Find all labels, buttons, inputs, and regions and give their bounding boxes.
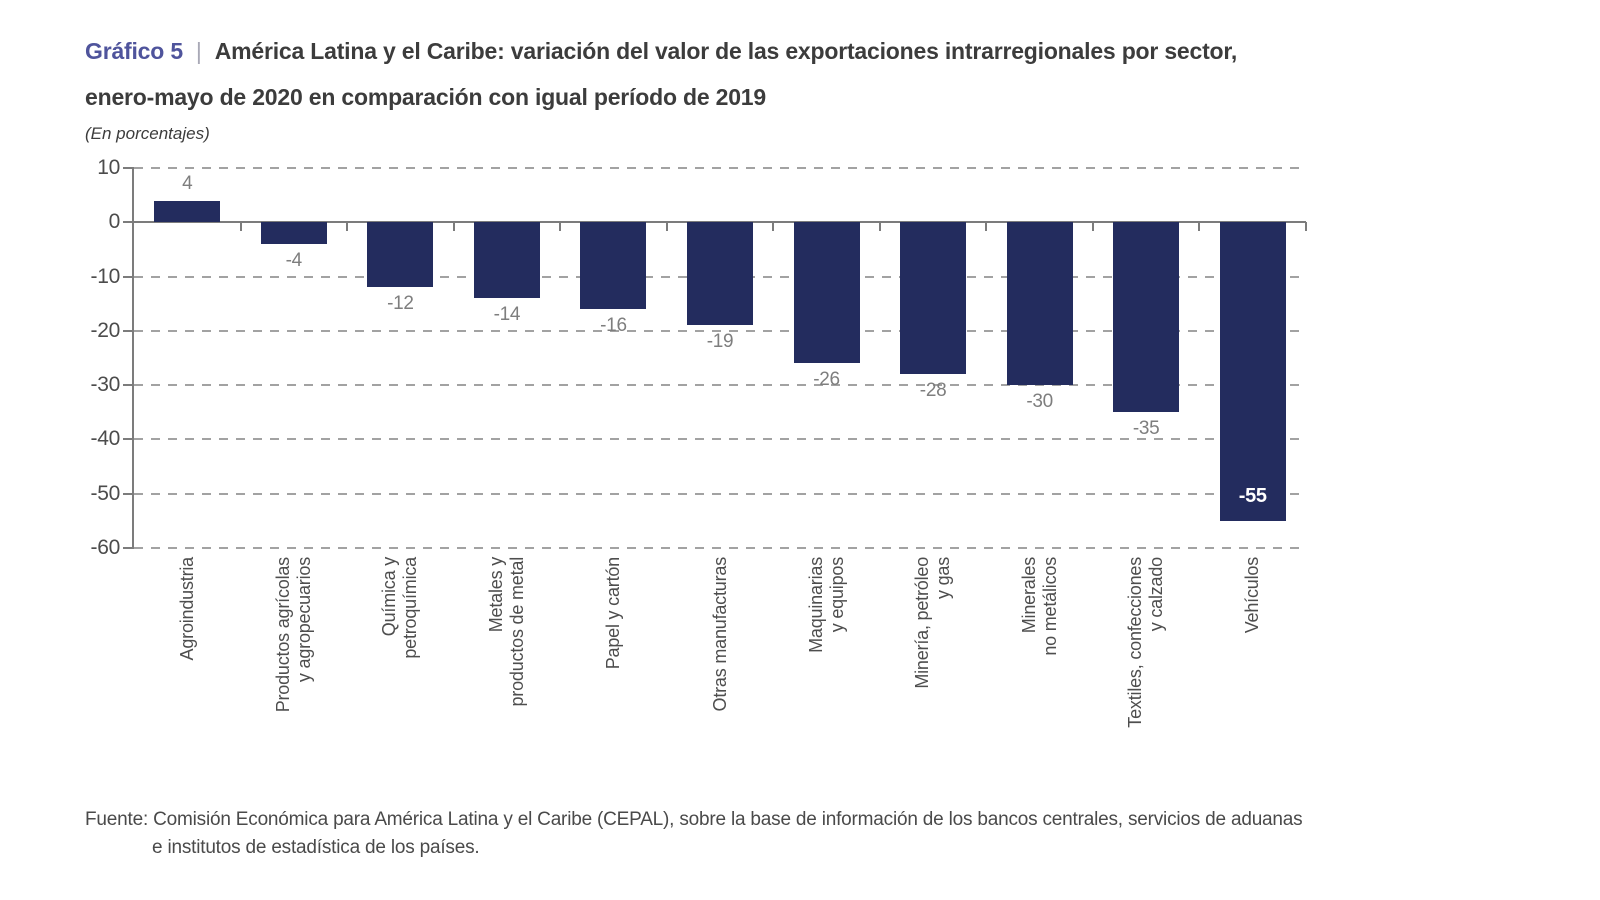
bar-value-label: -55 xyxy=(1238,484,1267,507)
bar-value-label: -35 xyxy=(1132,418,1160,440)
y-tick xyxy=(123,547,134,549)
bar xyxy=(367,222,434,288)
x-category-label-text: Química y petroquímica xyxy=(379,557,421,659)
x-tick xyxy=(452,222,455,232)
y-gridline xyxy=(134,384,1306,387)
y-tick-label: -40 xyxy=(90,427,121,451)
x-tick xyxy=(772,222,775,232)
source-text-line-2: e institutos de estadística de los paíse… xyxy=(152,837,480,858)
x-tick xyxy=(1305,222,1307,232)
x-category-label-text: Papel y cartón xyxy=(602,557,623,670)
y-axis-line xyxy=(132,167,134,549)
source-note: Fuente: Comisión Económica para América … xyxy=(85,806,1600,862)
bar-value-label: -28 xyxy=(919,380,947,402)
x-tick xyxy=(985,222,988,232)
y-tick-label: 10 xyxy=(97,156,120,179)
y-tick xyxy=(123,167,134,169)
y-tick-label: -30 xyxy=(90,373,121,397)
bar-value-label: -19 xyxy=(706,331,734,353)
x-tick xyxy=(559,222,562,232)
chart-subtitle: (En porcentajes) xyxy=(85,124,210,143)
x-tick xyxy=(1091,222,1094,232)
y-tick-label: -10 xyxy=(90,264,121,288)
x-category-label-text: Textiles, confecciones y calzado xyxy=(1125,557,1167,728)
title-text-line-2: enero-mayo de 2020 en comparación con ig… xyxy=(85,84,766,110)
y-tick-label: -20 xyxy=(90,318,121,342)
source-label: Fuente: xyxy=(85,809,149,830)
y-tick xyxy=(123,492,134,495)
x-category-label-text: Minería, petróleo y gas xyxy=(912,557,954,689)
y-tick-label: 0 xyxy=(108,210,121,234)
y-gridline xyxy=(134,547,1306,549)
bar xyxy=(473,222,540,299)
y-gridline xyxy=(134,492,1306,495)
x-tick xyxy=(878,222,881,232)
title-line-2: enero-mayo de 2020 en comparación con ig… xyxy=(85,74,1237,120)
bar-value-label: -30 xyxy=(1026,391,1053,413)
bar xyxy=(900,222,967,375)
y-tick xyxy=(123,221,134,224)
bar-value-label: -16 xyxy=(600,315,627,337)
x-category-label-text: Vehículos xyxy=(1242,557,1263,634)
figure-label: Gráfico 5 xyxy=(85,38,183,64)
bar-value-label: -4 xyxy=(285,250,303,271)
bar-value-label: -12 xyxy=(387,293,414,315)
bar-value-label: -26 xyxy=(813,369,840,391)
y-tick xyxy=(123,275,134,278)
y-tick xyxy=(123,329,134,332)
x-category-label-text: Otras manufacturas xyxy=(709,557,730,712)
y-gridline xyxy=(134,167,1306,169)
x-category-label-text: Minerales no metálicos xyxy=(1018,557,1060,656)
bar xyxy=(793,222,860,364)
y-gridline xyxy=(134,329,1306,332)
x-tick xyxy=(346,222,349,232)
bar-value-label: 4 xyxy=(182,172,193,194)
bar xyxy=(580,222,647,310)
title-line-1: Gráfico 5 | América Latina y el Caribe: va… xyxy=(85,28,1237,74)
bar-value-label: -14 xyxy=(493,304,521,326)
bar xyxy=(687,222,753,326)
source-text-line-1: Comisión Económica para América Latina y… xyxy=(153,809,1303,830)
y-gridline xyxy=(134,438,1306,441)
x-tick xyxy=(665,222,668,232)
bar xyxy=(154,200,221,223)
x-category-label-text: Metales y productos de metal xyxy=(485,557,527,707)
bar xyxy=(1113,222,1180,413)
bar xyxy=(1219,222,1286,521)
chart-title-block: Gráfico 5 | América Latina y el Caribe: va… xyxy=(85,28,1237,145)
y-tick-label: -50 xyxy=(90,481,121,505)
y-tick-label: -60 xyxy=(90,536,121,559)
x-category-label-text: Productos agrícolas y agropecuarios xyxy=(272,557,314,713)
x-category-label-text: Agroindustria xyxy=(176,557,197,661)
title-text-line-1: América Latina y el Caribe: variación de… xyxy=(214,38,1238,64)
bar xyxy=(1006,222,1073,386)
x-tick xyxy=(239,222,242,232)
x-tick xyxy=(1198,222,1201,232)
title-separator-icon: | xyxy=(195,38,202,64)
x-category-label-text: Maquinarias y equipos xyxy=(805,557,847,653)
y-tick xyxy=(123,384,134,387)
bar xyxy=(260,222,327,244)
y-tick xyxy=(123,438,134,441)
